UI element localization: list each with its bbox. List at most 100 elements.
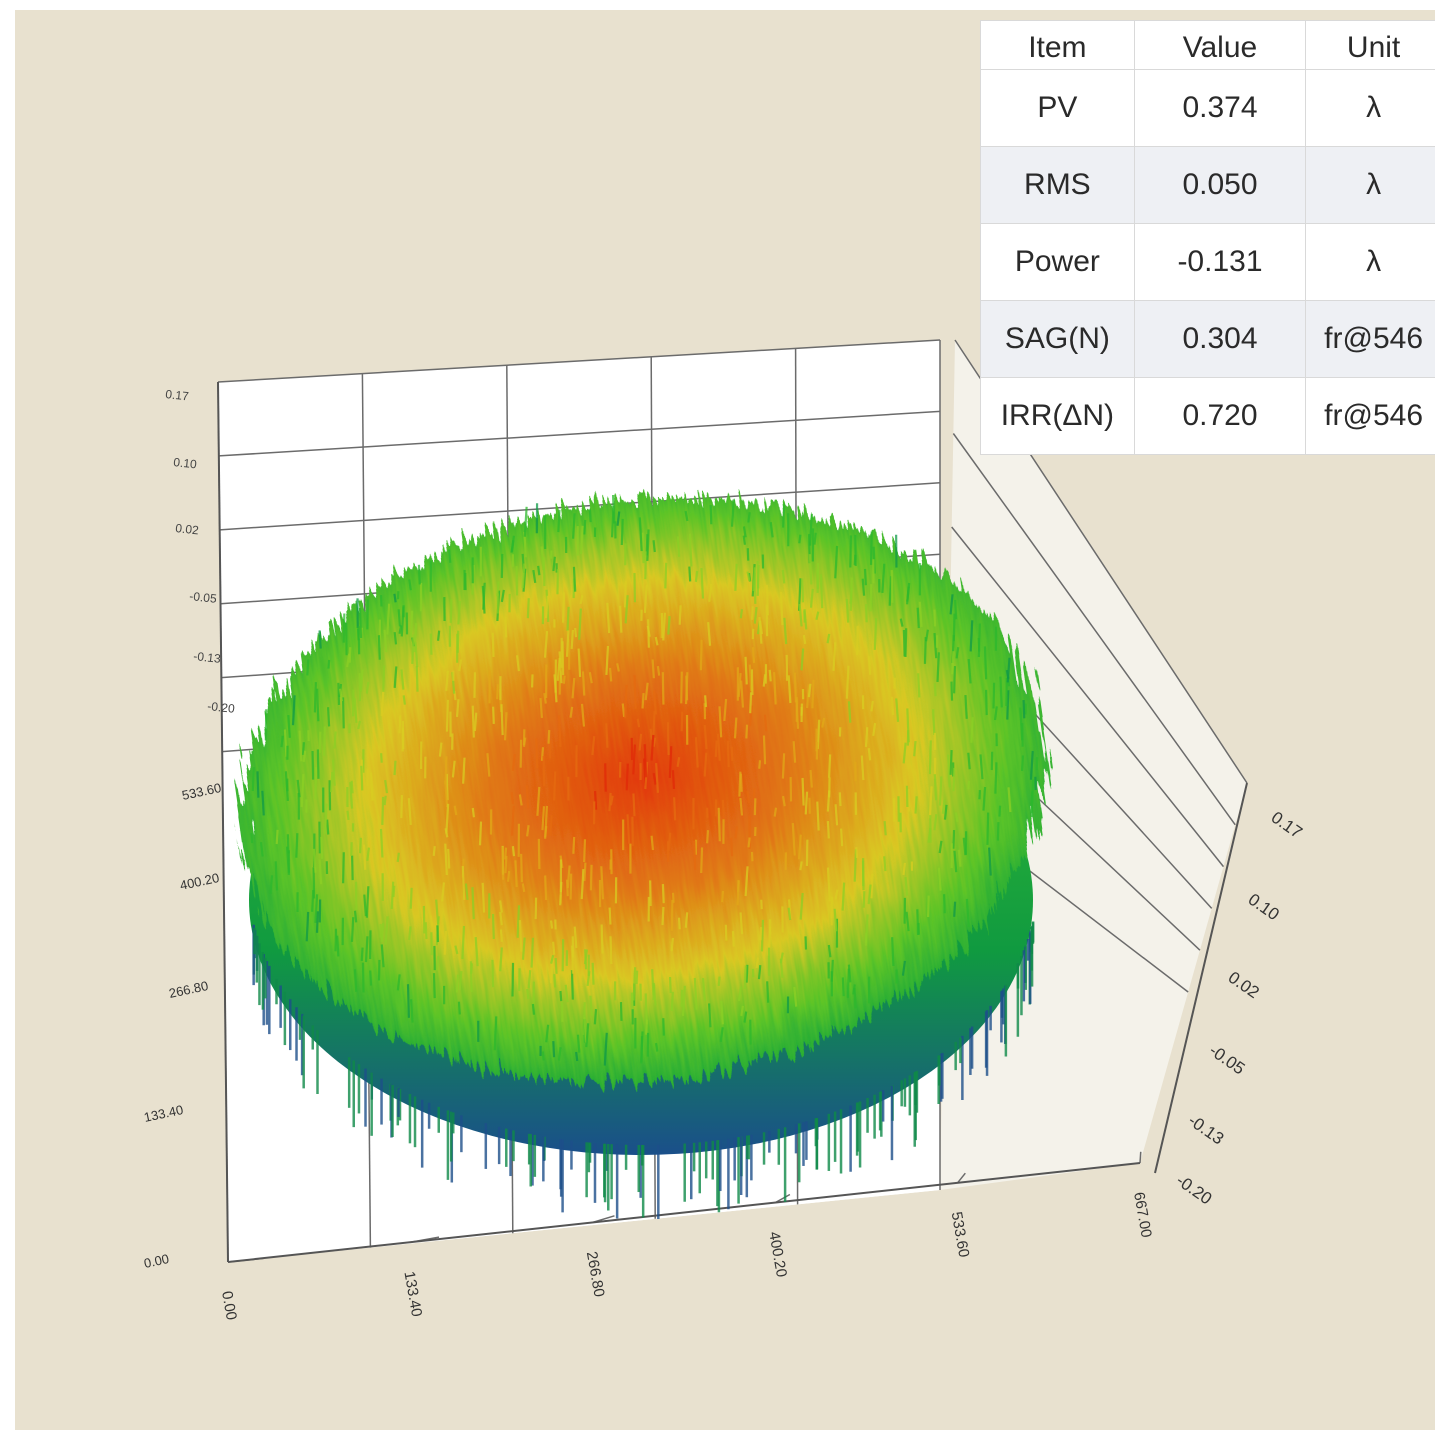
surface-spike	[619, 1002, 623, 1021]
surface-spike	[755, 957, 759, 969]
surface-spike	[783, 617, 788, 645]
surface-spike	[684, 912, 689, 928]
x-tick-label: 533.60	[948, 1211, 973, 1259]
surface-spike	[492, 706, 495, 724]
surface-spike	[346, 653, 351, 668]
surface-spike	[380, 689, 385, 717]
surface-spike	[841, 977, 845, 997]
surface-spike	[813, 532, 817, 545]
surface-spike	[316, 749, 320, 779]
surface-spike	[745, 964, 749, 983]
surface-spike	[967, 752, 971, 770]
row-item: IRR(ΔN)	[980, 377, 1135, 455]
surface-spike	[620, 518, 624, 546]
y-tick-label: 400.20	[179, 870, 221, 893]
surface-spike	[895, 698, 900, 722]
surface-spike	[565, 630, 570, 657]
surface-spike	[549, 815, 553, 836]
surface-spike	[979, 754, 984, 780]
surface-spike	[521, 563, 526, 589]
surface-spike	[744, 656, 748, 685]
surface-spike	[491, 913, 495, 940]
surface-spike	[316, 688, 320, 722]
surface-spike	[521, 883, 526, 893]
surface-spike	[600, 866, 605, 900]
table-row: RMS 0.050 λ	[980, 146, 1435, 224]
surface-spike	[680, 671, 683, 704]
surface-spike	[616, 663, 620, 672]
surface-spike	[742, 535, 746, 545]
surface-spike	[365, 681, 370, 694]
surface-spike	[641, 532, 645, 564]
surface-spike	[747, 512, 751, 523]
surface-spike	[643, 584, 648, 614]
surface-spike	[759, 927, 763, 941]
surface-spike	[970, 717, 974, 743]
surface-spike	[739, 797, 744, 816]
surface-spike	[383, 629, 388, 653]
surface-spike	[545, 1024, 550, 1043]
surface-spike	[557, 1047, 562, 1061]
surface-spike	[670, 991, 674, 1012]
row-item: PV	[980, 69, 1135, 147]
table-header-row: Item Value Unit	[980, 20, 1435, 70]
surface-spike	[503, 712, 508, 741]
surface-spike	[362, 844, 367, 870]
surface-spike	[708, 1003, 712, 1028]
surface-spike	[429, 633, 433, 655]
grid-line	[774, 1193, 791, 1204]
surface-spike	[717, 807, 721, 842]
surface-spike	[720, 1000, 724, 1025]
z-tick-label-left: -0.13	[193, 649, 222, 666]
surface-spike	[1006, 657, 1011, 683]
surface-spike	[250, 833, 254, 844]
surface-spike	[441, 882, 446, 902]
surface-spike	[626, 814, 631, 844]
surface-spike	[393, 632, 398, 645]
surface-spike	[969, 620, 974, 652]
surface-spike	[849, 588, 853, 604]
row-value: 0.374	[1133, 69, 1307, 147]
surface-spike	[291, 695, 296, 726]
surface-spike	[251, 767, 255, 792]
surface-spike	[798, 603, 803, 627]
surface-spike	[366, 599, 369, 630]
surface-spike	[661, 883, 665, 904]
surface-spike	[424, 922, 428, 940]
surface-spike	[543, 692, 547, 704]
surface-spike	[498, 900, 503, 913]
surface-spike	[621, 703, 626, 718]
surface-spike	[730, 499, 735, 527]
surface-spike	[744, 866, 749, 897]
surface-spike	[950, 681, 954, 701]
z-tick-label-right: 0.10	[1245, 890, 1283, 925]
surface-spike	[583, 862, 587, 882]
surface-spike	[539, 697, 544, 719]
surface-spike	[632, 744, 636, 775]
surface-spike	[624, 595, 629, 624]
surface-spike	[438, 742, 443, 757]
surface-spike	[604, 763, 607, 792]
surface-spike	[649, 728, 653, 740]
surface-spike	[834, 889, 839, 900]
surface-spike	[700, 567, 705, 599]
surface-spike	[526, 825, 530, 837]
surface-spike	[536, 786, 541, 816]
surface-spike	[730, 837, 734, 857]
surface-spike	[827, 944, 832, 958]
surface-spike	[608, 907, 612, 925]
surface-spike	[331, 759, 336, 786]
surface-spike	[526, 598, 530, 619]
surface-spike	[369, 970, 373, 986]
surface-spike	[511, 845, 516, 857]
z-tick-label-right: -0.13	[1185, 1111, 1228, 1149]
surface-spike	[499, 947, 503, 972]
surface-spike	[838, 792, 842, 807]
surface-spike	[547, 729, 551, 744]
surface-spike	[444, 780, 449, 808]
x-tick-label: 266.80	[583, 1250, 608, 1298]
grid-line	[957, 1172, 966, 1184]
surface-spike	[471, 807, 475, 818]
surface-spike	[872, 722, 877, 737]
surface-spike	[447, 848, 451, 869]
